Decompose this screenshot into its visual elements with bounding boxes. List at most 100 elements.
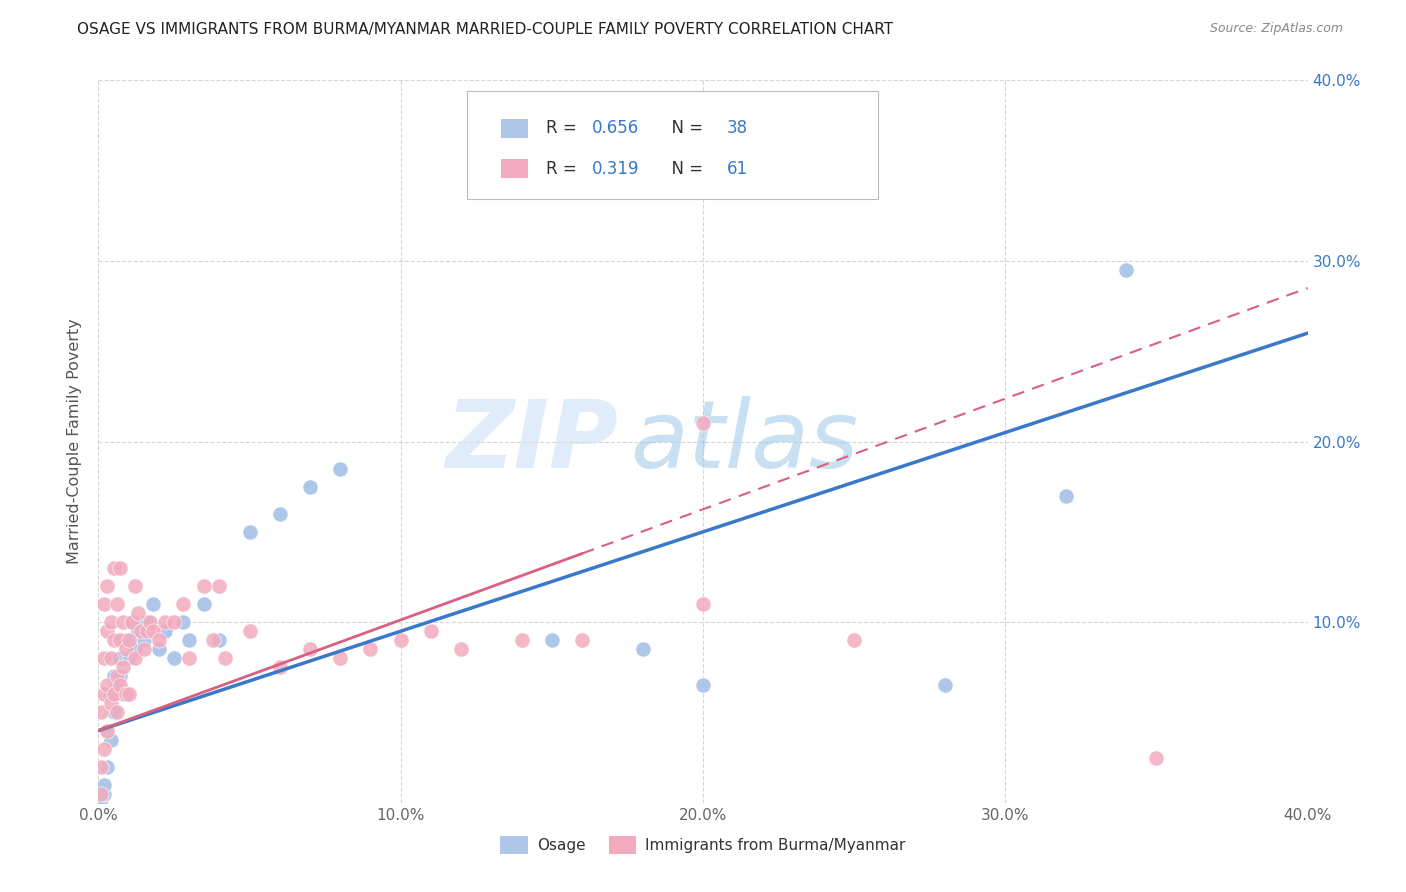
Text: OSAGE VS IMMIGRANTS FROM BURMA/MYANMAR MARRIED-COUPLE FAMILY POVERTY CORRELATION: OSAGE VS IMMIGRANTS FROM BURMA/MYANMAR M…	[77, 22, 893, 37]
Point	[93, 787, 115, 801]
Point	[239, 624, 262, 639]
Point	[96, 723, 118, 738]
Text: R =: R =	[546, 120, 582, 137]
Point	[90, 706, 112, 720]
Point	[692, 678, 714, 692]
Point	[96, 723, 118, 738]
Y-axis label: Married-Couple Family Poverty: Married-Couple Family Poverty	[67, 318, 83, 565]
Point	[540, 633, 562, 648]
FancyBboxPatch shape	[501, 119, 527, 137]
Point	[127, 606, 149, 620]
Point	[90, 792, 112, 806]
Point	[934, 678, 956, 692]
Point	[100, 687, 122, 701]
Point	[299, 480, 322, 494]
Point	[105, 669, 128, 683]
Point	[420, 624, 443, 639]
FancyBboxPatch shape	[467, 91, 879, 200]
Point	[153, 615, 176, 630]
Point	[1144, 750, 1167, 764]
Point	[142, 624, 165, 639]
Point	[105, 706, 128, 720]
Point	[90, 760, 112, 774]
Point	[96, 624, 118, 639]
Point	[100, 697, 122, 711]
Point	[132, 642, 155, 657]
Point	[100, 651, 122, 665]
Point	[692, 597, 714, 611]
Point	[510, 633, 533, 648]
Point	[124, 642, 146, 657]
Point	[108, 678, 131, 692]
Point	[114, 687, 136, 701]
Point	[108, 669, 131, 683]
Point	[93, 651, 115, 665]
Point	[631, 642, 654, 657]
Legend: Osage, Immigrants from Burma/Myanmar: Osage, Immigrants from Burma/Myanmar	[495, 830, 911, 860]
Point	[108, 633, 131, 648]
Point	[124, 651, 146, 665]
Point	[103, 561, 125, 575]
Point	[692, 417, 714, 431]
Text: 0.656: 0.656	[592, 120, 638, 137]
Point	[571, 633, 593, 648]
Text: 38: 38	[727, 120, 748, 137]
Point	[111, 615, 134, 630]
Text: N =: N =	[661, 160, 709, 178]
Text: ZIP: ZIP	[446, 395, 619, 488]
Point	[269, 660, 291, 674]
Point	[114, 633, 136, 648]
Point	[93, 687, 115, 701]
Point	[111, 660, 134, 674]
Text: R =: R =	[546, 160, 582, 178]
Point	[214, 651, 236, 665]
Point	[127, 624, 149, 639]
Text: N =: N =	[661, 120, 709, 137]
Point	[450, 642, 472, 657]
Point	[96, 678, 118, 692]
Point	[108, 651, 131, 665]
Point	[135, 624, 157, 639]
Point	[96, 760, 118, 774]
Point	[163, 615, 186, 630]
Point	[142, 597, 165, 611]
Point	[100, 615, 122, 630]
Point	[93, 778, 115, 792]
Point	[844, 633, 866, 648]
Point	[193, 597, 215, 611]
Point	[329, 461, 352, 475]
Point	[103, 633, 125, 648]
Point	[179, 633, 201, 648]
Point	[108, 561, 131, 575]
Point	[93, 741, 115, 756]
Text: atlas: atlas	[630, 396, 859, 487]
Point	[1054, 489, 1077, 503]
Point	[118, 687, 141, 701]
Text: 0.319: 0.319	[592, 160, 640, 178]
Point	[103, 687, 125, 701]
Text: Source: ZipAtlas.com: Source: ZipAtlas.com	[1209, 22, 1343, 36]
Point	[105, 678, 128, 692]
Point	[124, 579, 146, 593]
Point	[121, 615, 143, 630]
Point	[139, 615, 162, 630]
Point	[172, 597, 194, 611]
Point	[163, 651, 186, 665]
Point	[103, 706, 125, 720]
Point	[105, 597, 128, 611]
Point	[93, 597, 115, 611]
FancyBboxPatch shape	[501, 159, 527, 178]
Point	[179, 651, 201, 665]
Point	[202, 633, 225, 648]
Point	[1115, 263, 1137, 277]
Point	[208, 633, 231, 648]
Point	[114, 642, 136, 657]
Point	[132, 633, 155, 648]
Point	[389, 633, 412, 648]
Point	[100, 732, 122, 747]
Point	[269, 507, 291, 521]
Point	[329, 651, 352, 665]
Point	[129, 624, 152, 639]
Point	[121, 615, 143, 630]
Point	[111, 687, 134, 701]
